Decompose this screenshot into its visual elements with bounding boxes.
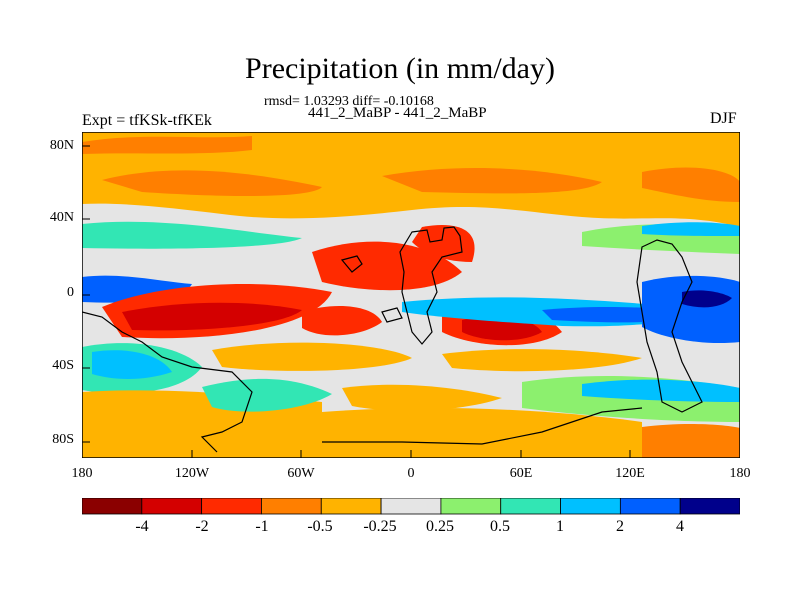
colorbar-label: 0.25 bbox=[426, 518, 454, 535]
colorbar-label: -0.5 bbox=[307, 518, 333, 535]
nh-wet-core bbox=[642, 222, 740, 236]
colorbar-swatch bbox=[320, 498, 382, 515]
sh-dry-band bbox=[342, 384, 502, 411]
lat-tick-label: 80S bbox=[52, 432, 74, 447]
sh-wet-band bbox=[202, 378, 332, 412]
nh-wet-band bbox=[82, 221, 302, 249]
colorbar-label: 2 bbox=[616, 518, 624, 535]
colorbar-label: -4 bbox=[135, 518, 149, 535]
lat-tick-label: 80N bbox=[49, 138, 74, 153]
lon-tick-label: 180 bbox=[729, 466, 751, 481]
chart-title: Precipitation (in mm/day) bbox=[245, 52, 555, 85]
colorbar-swatch bbox=[560, 498, 621, 515]
sh-wet-core bbox=[92, 350, 172, 379]
lon-tick-label: 60W bbox=[287, 466, 315, 481]
antarctica-coastline bbox=[322, 407, 643, 445]
colorbar-label: -1 bbox=[255, 518, 269, 535]
colorbar-label: 0.5 bbox=[490, 518, 510, 535]
colorbar-swatch bbox=[619, 498, 681, 515]
colorbar-label: -2 bbox=[195, 518, 209, 535]
precipitation-map bbox=[82, 132, 740, 458]
tropical-dry-core bbox=[122, 302, 302, 331]
axis-ticks bbox=[82, 145, 631, 458]
colorbar-swatch bbox=[82, 498, 143, 515]
arctic-dry-patch bbox=[82, 136, 252, 154]
island-outline bbox=[381, 307, 403, 323]
nh-dry-patch bbox=[382, 168, 602, 194]
lon-tick-label: 120E bbox=[615, 466, 645, 481]
sh-dry-band bbox=[212, 342, 412, 371]
lon-tick-label: 60E bbox=[509, 466, 533, 481]
lon-tick-label: 0 bbox=[407, 466, 415, 481]
colorbar-swatch bbox=[201, 498, 262, 515]
colorbar-label: 4 bbox=[676, 518, 684, 535]
nh-dry-patch bbox=[102, 170, 322, 197]
season-label: DJF bbox=[710, 110, 737, 127]
colorbar-swatch bbox=[440, 498, 502, 515]
colorbar-swatch bbox=[141, 498, 203, 515]
antarctic-dry-band bbox=[642, 424, 740, 458]
colorbar-swatch bbox=[500, 498, 561, 515]
colorbar-swatch bbox=[261, 498, 322, 515]
colorbar-label: 1 bbox=[556, 518, 564, 535]
west-pacific-wet bbox=[642, 275, 740, 344]
colorbar-swatch bbox=[679, 498, 740, 515]
lat-tick-label: 40S bbox=[52, 358, 74, 373]
island-outline bbox=[340, 255, 363, 273]
colorbar-swatch bbox=[380, 498, 442, 515]
americas-coastline bbox=[636, 239, 703, 413]
colorbar-label: -0.25 bbox=[363, 518, 397, 535]
nh-dry-patch bbox=[642, 167, 740, 202]
lon-tick-label: 120W bbox=[174, 466, 210, 481]
rmsd-diff-stats: rmsd= 1.03293 diff= -0.10168 bbox=[264, 94, 434, 109]
tropical-dry-band bbox=[312, 241, 462, 291]
tropical-dry-patch bbox=[302, 306, 382, 336]
africa-coastline bbox=[399, 226, 463, 345]
lat-tick-label: 0 bbox=[67, 285, 74, 300]
lat-tick-label: 40N bbox=[49, 210, 74, 225]
antarctic-dry-band bbox=[322, 407, 642, 458]
west-pacific-wet-core bbox=[682, 290, 732, 308]
sh-dry-band bbox=[442, 349, 642, 372]
experiment-names: 441_2_MaBP - 441_2_MaBP bbox=[308, 105, 487, 121]
lon-tick-label: 180 bbox=[71, 466, 93, 481]
colorbar bbox=[82, 498, 740, 515]
expt-label: Expt = tfKSk-tfKEk bbox=[82, 112, 212, 129]
sh-wet-core bbox=[582, 379, 740, 402]
australia-coastline bbox=[82, 311, 253, 453]
